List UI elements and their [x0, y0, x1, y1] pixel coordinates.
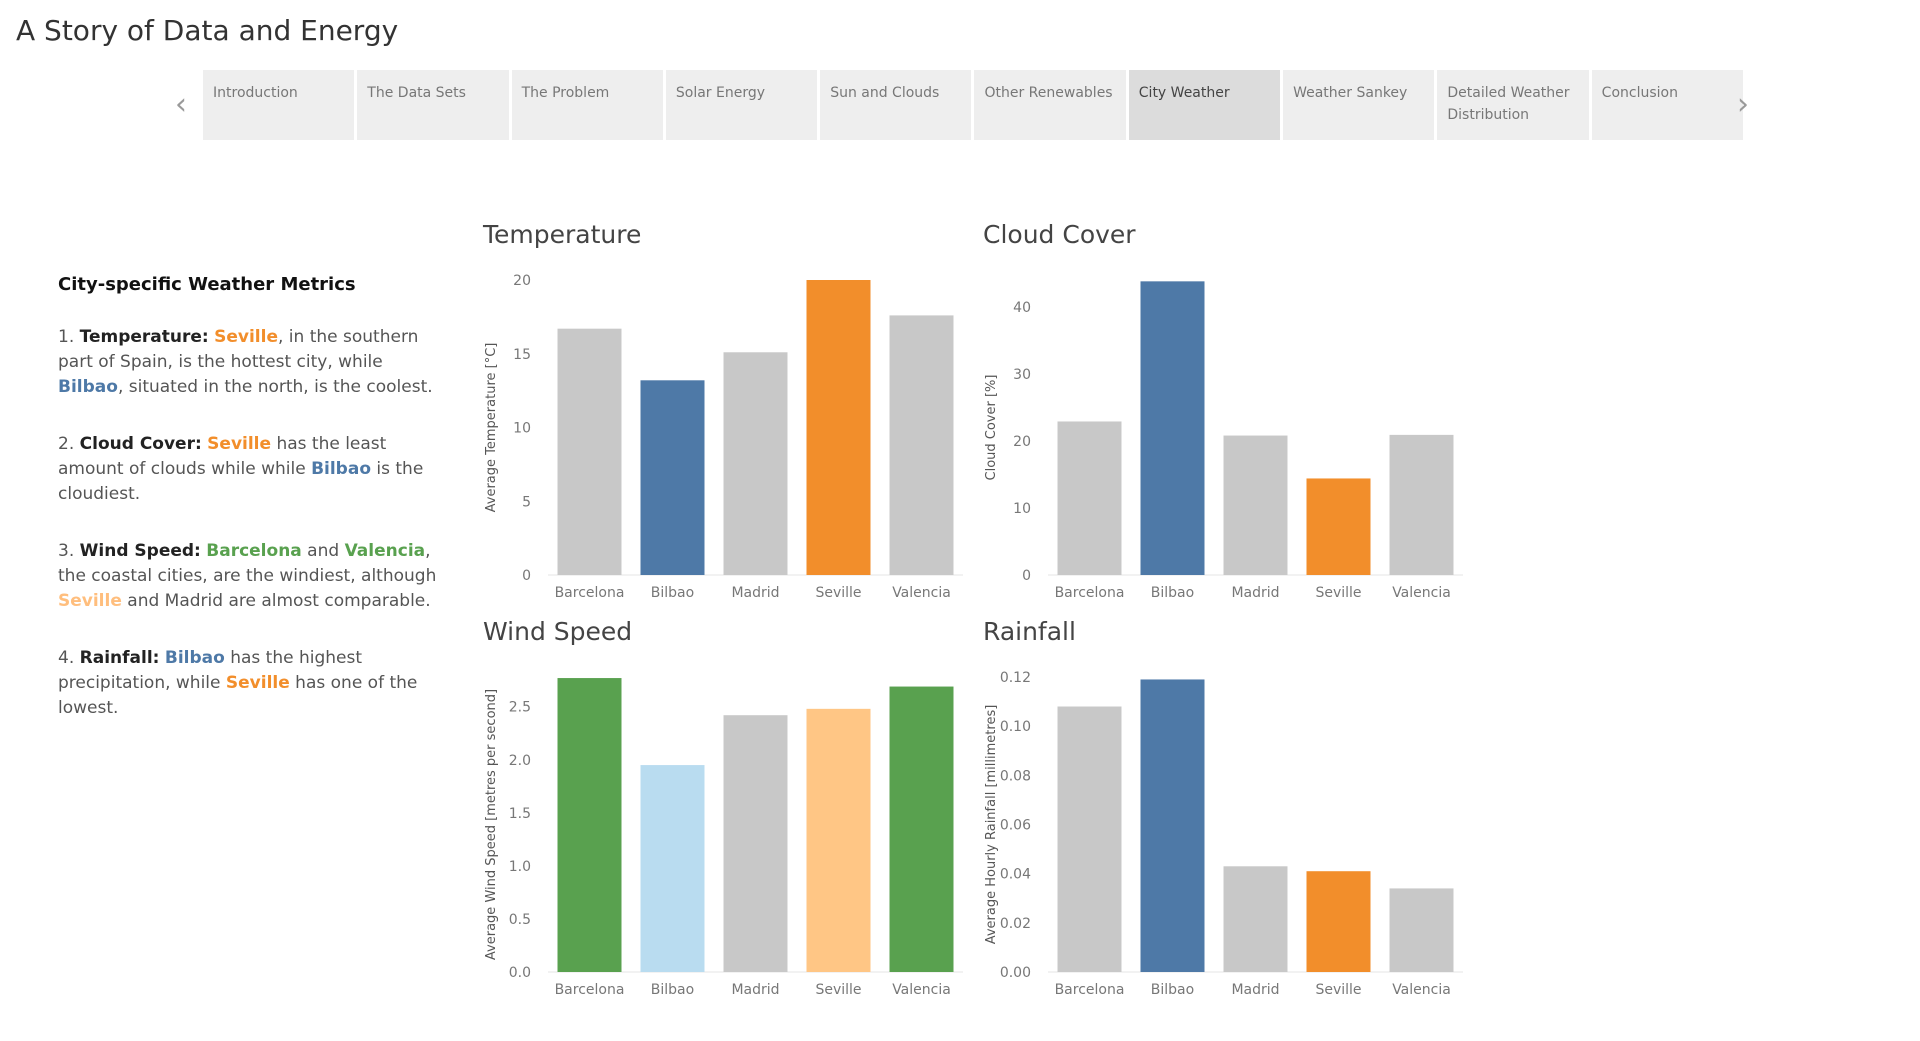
tab-weather-sankey[interactable]: Weather Sankey [1283, 70, 1435, 140]
y-tick-label: 0.00 [1000, 965, 1031, 981]
x-tick-label: Madrid [731, 585, 779, 601]
chevron-left-icon[interactable]: ‹ [175, 87, 187, 122]
y-tick-label: 0.06 [1000, 818, 1031, 834]
bar-valencia[interactable] [1389, 434, 1454, 575]
y-axis-label: Cloud Cover [%] [984, 375, 999, 481]
x-tick-label: Barcelona [555, 982, 625, 998]
story-tab-bar: Introduction The Data Sets The Problem S… [203, 70, 1743, 140]
y-tick-label: 0.12 [1000, 670, 1031, 686]
chart-plot: Cloud Cover [%] 0 10 20 30 40 Barcelona Bilbao M… [984, 281, 1463, 601]
y-tick-label: 40 [1013, 300, 1031, 316]
y-tick-label: 0.5 [509, 912, 531, 928]
x-tick-label: Barcelona [1055, 585, 1125, 601]
y-tick-label: 0.02 [1000, 916, 1031, 932]
bar-seville[interactable] [1306, 478, 1371, 575]
bar-barcelona[interactable] [557, 678, 622, 972]
y-tick-label: 0.08 [1000, 768, 1031, 784]
y-tick-label: 15 [513, 347, 531, 363]
y-tick-label: 10 [1013, 501, 1031, 517]
sidebar-heading: City-specific Weather Metrics [58, 274, 356, 295]
x-tick-label: Madrid [1231, 585, 1279, 601]
bar-bilbao[interactable] [640, 380, 705, 575]
tab-solar-energy[interactable]: Solar Energy [665, 70, 818, 140]
chart-plot: Average Temperature [°C] 0 5 10 15 20 Barcelon… [484, 273, 963, 601]
tab-conclusion[interactable]: Conclusion [1591, 70, 1743, 140]
temperature-chart: Temperature Average Temperature [°C] 0 5 10… [483, 220, 968, 605]
y-tick-label: 2.5 [509, 700, 531, 716]
x-tick-label: Bilbao [651, 585, 694, 601]
tab-introduction[interactable]: Introduction [203, 70, 355, 140]
metric-wind-speed: 3. Wind Speed: Barcelona and Valencia, t… [58, 541, 437, 611]
y-tick-label: 0.0 [509, 965, 531, 981]
metric-cloud-cover: 2. Cloud Cover: Seville has the least am… [58, 434, 424, 504]
y-tick-label: 10 [513, 421, 531, 437]
rainfall-chart: Rainfall Average Hourly Rainfall [millim… [983, 617, 1468, 1002]
tab-city-weather[interactable]: City Weather [1128, 70, 1281, 140]
chart-plot: Average Hourly Rainfall [millimetres]0.0… [984, 670, 1463, 998]
x-tick-label: Bilbao [651, 982, 694, 998]
y-tick-label: 20 [1013, 434, 1031, 450]
tab-detailed-weather-distribution[interactable]: Detailed Weather Distribution [1437, 70, 1589, 140]
sidebar-text: City-specific Weather Metrics 1. Tempera… [58, 272, 443, 753]
y-tick-label: 0.04 [1000, 867, 1031, 883]
x-tick-label: Valencia [892, 585, 951, 601]
tab-the-data-sets[interactable]: The Data Sets [357, 70, 509, 140]
y-axis-label: Average Wind Speed [metres per second] [484, 689, 499, 960]
y-tick-label: 2.0 [509, 753, 531, 769]
bar-madrid[interactable] [723, 715, 788, 972]
metric-temperature: 1. Temperature: Seville, in the southern… [58, 327, 433, 397]
tab-the-problem[interactable]: The Problem [511, 70, 663, 140]
bar-valencia[interactable] [1389, 888, 1454, 972]
y-tick-label: 0 [1022, 568, 1031, 584]
bar-valencia[interactable] [889, 315, 954, 575]
y-tick-label: 30 [1013, 367, 1031, 383]
y-tick-label: 1.5 [509, 806, 531, 822]
story-title: A Story of Data and Energy [16, 14, 399, 47]
bar-madrid[interactable] [1223, 435, 1288, 575]
y-tick-label: 5 [522, 494, 531, 510]
bar-seville[interactable] [806, 280, 871, 575]
x-tick-label: Valencia [892, 982, 951, 998]
bar-valencia[interactable] [889, 686, 954, 972]
y-axis-label: Average Hourly Rainfall [millimetres] [984, 705, 999, 945]
chart-title: Wind Speed [483, 617, 633, 646]
y-tick-label: 0 [522, 568, 531, 584]
x-tick-label: Valencia [1392, 982, 1451, 998]
chart-title: Rainfall [983, 617, 1076, 646]
wind-speed-chart: Wind Speed Average Wind Speed [metres pe… [483, 617, 968, 1002]
y-tick-label: 1.0 [509, 859, 531, 875]
tab-other-renewables[interactable]: Other Renewables [974, 70, 1126, 140]
x-tick-label: Barcelona [555, 585, 625, 601]
bar-bilbao[interactable] [1140, 281, 1205, 575]
x-tick-label: Barcelona [1055, 982, 1125, 998]
x-tick-label: Seville [815, 982, 861, 998]
tab-sun-and-clouds[interactable]: Sun and Clouds [820, 70, 972, 140]
chart-plot: Average Wind Speed [metres per second] 0.… [484, 678, 963, 998]
bar-madrid[interactable] [723, 352, 788, 575]
y-tick-label: 20 [513, 273, 531, 289]
x-tick-label: Bilbao [1151, 585, 1194, 601]
x-tick-label: Madrid [731, 982, 779, 998]
bar-barcelona[interactable] [1057, 421, 1122, 575]
cloud-cover-chart: Cloud Cover Cloud Cover [%] 0 10 20 30 40 Barc… [983, 220, 1468, 605]
bar-barcelona[interactable] [1057, 706, 1122, 973]
chart-title: Temperature [483, 220, 642, 249]
x-tick-label: Seville [815, 585, 861, 601]
x-tick-label: Valencia [1392, 585, 1451, 601]
x-tick-label: Seville [1315, 982, 1361, 998]
bar-bilbao[interactable] [1140, 679, 1205, 972]
chevron-right-icon[interactable]: › [1737, 87, 1749, 122]
bar-seville[interactable] [1306, 871, 1371, 972]
bar-bilbao[interactable] [640, 765, 705, 972]
bar-seville[interactable] [806, 708, 871, 972]
bar-madrid[interactable] [1223, 866, 1288, 972]
y-axis-label: Average Temperature [°C] [484, 343, 499, 513]
bar-barcelona[interactable] [557, 328, 622, 575]
y-tick-label: 0.10 [1000, 719, 1031, 735]
x-tick-label: Seville [1315, 585, 1361, 601]
chart-title: Cloud Cover [983, 220, 1136, 249]
x-tick-label: Bilbao [1151, 982, 1194, 998]
x-tick-label: Madrid [1231, 982, 1279, 998]
metric-rainfall: 4. Rainfall: Bilbao has the highest prec… [58, 648, 418, 718]
